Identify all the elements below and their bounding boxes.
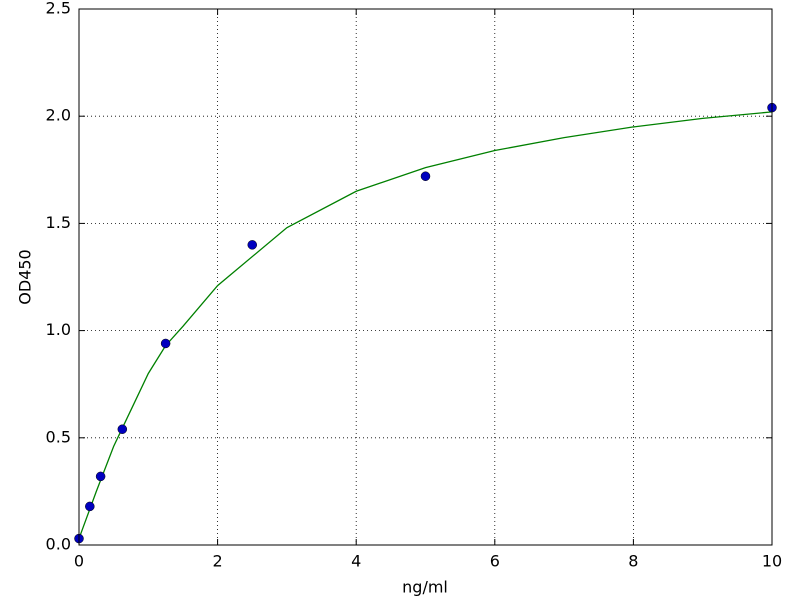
data-point [420,171,431,181]
x-tick-label: 0 [74,552,84,571]
x-tick-label: 10 [762,552,782,571]
x-tick-label: 2 [213,552,223,571]
data-point [117,424,128,434]
data-point [95,471,106,482]
x-tick-label: 8 [628,552,638,571]
x-axis-label: ng/ml [402,578,448,597]
y-axis-label: OD450 [16,249,35,304]
y-tick-label: 0.0 [46,535,71,554]
x-tick-label: 4 [351,552,361,571]
y-tick-label: 1.0 [46,320,71,339]
x-tick-label: 6 [490,552,500,571]
data-point [247,240,257,250]
y-tick-label: 0.5 [46,427,71,446]
y-tick-label: 2.0 [46,106,71,125]
plot-frame [78,8,773,546]
data-point [160,338,171,349]
y-tick-label: 1.5 [46,213,71,232]
y-tick-label: 2.5 [46,0,71,18]
data-point [85,501,95,512]
